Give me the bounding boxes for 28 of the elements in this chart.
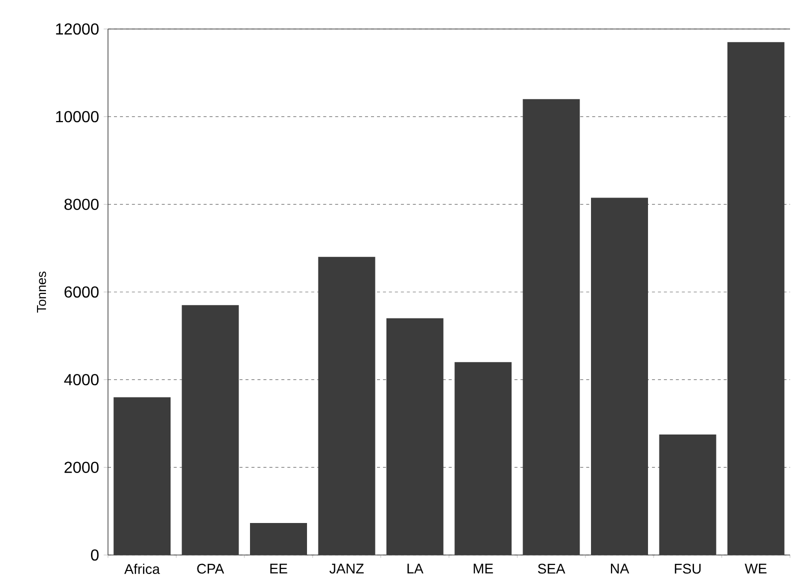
bar <box>114 397 171 555</box>
y-tick-label: 10000 <box>56 111 99 122</box>
x-tick-label: NA <box>610 564 630 574</box>
bar <box>727 42 784 555</box>
x-tick-label: CPA <box>197 564 224 574</box>
x-tick-label: Africa <box>124 564 160 574</box>
bar <box>386 318 444 555</box>
x-tick-label: FSU <box>674 564 701 574</box>
x-tick-label: ME <box>474 564 493 574</box>
bar <box>591 198 648 555</box>
x-tick-label: LA <box>408 564 424 574</box>
y-tick-label: 12000 <box>56 23 99 35</box>
bar <box>318 256 376 555</box>
x-tick-label: JANZ <box>329 564 364 574</box>
y-tick-label: 8000 <box>64 198 99 210</box>
y-tick-label: 4000 <box>64 374 99 386</box>
y-tick-label: 6000 <box>64 286 99 298</box>
y-tick-label: 0 <box>90 549 99 561</box>
y-tick-label: 2000 <box>64 462 99 473</box>
x-tick-label: EE <box>270 564 288 574</box>
bar <box>182 305 239 555</box>
bar <box>454 362 512 555</box>
bar <box>250 523 308 555</box>
x-tick-label: WE <box>744 564 767 574</box>
bar <box>522 99 580 555</box>
y-axis-title: Tonnes <box>37 272 46 313</box>
x-tick-label: SEA <box>538 564 566 574</box>
bar <box>659 434 716 555</box>
